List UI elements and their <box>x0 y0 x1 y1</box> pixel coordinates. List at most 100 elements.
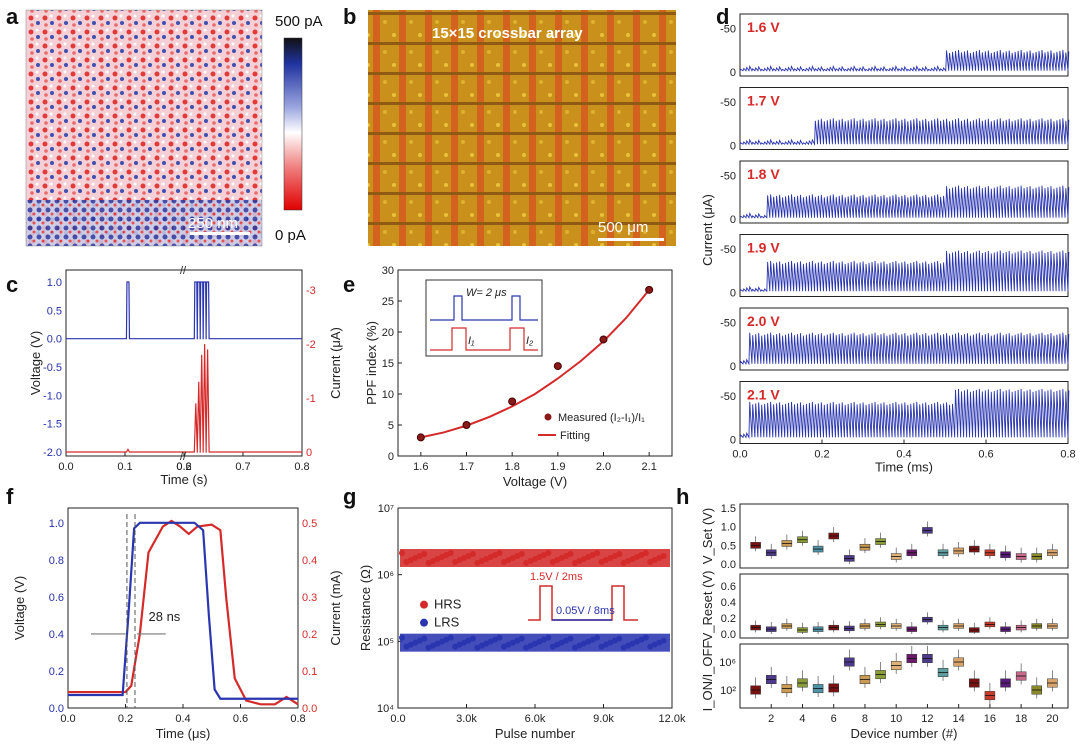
x-tick-label: 0.2 <box>814 449 829 461</box>
y-tick-label: 0.5 <box>721 540 736 552</box>
y-tick-label-left: -0.5 <box>43 362 62 374</box>
plot-frame <box>739 160 1069 224</box>
x-tick-label: 0.4 <box>175 713 190 725</box>
panel-label-b: b <box>343 4 356 29</box>
lrs-point <box>567 635 574 642</box>
ppf-point <box>508 397 517 406</box>
y-tick-label: 10⁵ <box>377 636 394 648</box>
current-spike-trace <box>739 185 1070 219</box>
y-tick-label: 0 <box>730 288 736 300</box>
lrs-point <box>518 635 525 642</box>
x-axis-label: Time (ms) <box>875 460 933 475</box>
y-tick-label: 10⁴ <box>377 703 394 715</box>
lrs-point <box>660 637 667 644</box>
x-tick-label: 0.0 <box>390 713 405 725</box>
ppf-point <box>553 362 562 371</box>
inset-width-label: W= 2 μs <box>466 287 507 299</box>
x-tick-label: 2.0 <box>596 461 611 473</box>
x-tick-label: 20 <box>1046 713 1058 725</box>
lrs-point <box>421 635 428 642</box>
hrs-point <box>421 551 428 557</box>
lrs-point <box>399 634 405 641</box>
y-tick-label: 0.4 <box>721 597 736 609</box>
y-tick-label: 20 <box>382 327 394 339</box>
voltage-label: 2.0 V <box>747 313 780 329</box>
panel-label-d: d <box>716 4 729 29</box>
plot-frame <box>739 573 1069 639</box>
panel-f: f0.0 0.2 0.4 0.6 0.80.00.20.40.60.81.00.00.1… <box>6 484 343 741</box>
x-tick-label: 0.0 <box>58 461 73 473</box>
y-tick-label: 30 <box>382 265 394 277</box>
y-tick-label: 0.2 <box>721 613 736 625</box>
x-tick-label: 0.8 <box>294 461 309 473</box>
plot-frame <box>739 13 1069 77</box>
voltage-label: 1.9 V <box>747 240 780 256</box>
panel-label-a: a <box>6 4 19 29</box>
inset-voltage-pulse <box>430 295 538 321</box>
current-subplot: 0 -50 1.6 V <box>720 13 1070 79</box>
scale-bar-label-b: 500 μm <box>598 219 648 236</box>
y-tick-label: 10 <box>382 389 394 401</box>
x-tick-label: 12 <box>921 713 933 725</box>
current-spike-trace <box>739 118 1070 146</box>
y-tick-label-right: 0.0 <box>302 703 317 715</box>
panel-e: e 1.6 1.7 1.8 1.9 2.0 2.1 0 5 10 15 20 25 30 Voltage (… <box>343 265 673 489</box>
crossbar-micrograph <box>368 10 676 246</box>
current-trace <box>68 519 299 706</box>
y-tick-label-right: 0.3 <box>302 592 317 604</box>
y-tick-label: -50 <box>720 24 736 36</box>
x-axis-label: Voltage (V) <box>503 474 567 489</box>
current-subplot: 0 -50 1.9 V <box>720 234 1070 300</box>
x-tick-label: 0.4 <box>896 449 911 461</box>
hrs-point <box>545 550 552 556</box>
x-tick-label: 3.0k <box>456 713 477 725</box>
hrs-point <box>594 550 601 556</box>
x-tick-label: 18 <box>1015 713 1027 725</box>
current-subplot: 0 -50 1.8 V <box>720 160 1070 226</box>
legend-marker-hrs <box>420 600 428 609</box>
fit-curve <box>420 289 650 439</box>
axis-break-mark: // <box>180 265 187 277</box>
y-tick-label: 25 <box>382 296 394 308</box>
lrs-point <box>594 634 601 641</box>
y-tick-label-right: -2 <box>306 339 316 351</box>
legend-hrs: HRS <box>434 597 462 612</box>
x-tick-label: 12.0k <box>659 713 686 725</box>
x-tick-label: 0.1 <box>117 461 132 473</box>
plot-frame <box>739 307 1069 371</box>
x-axis-label: Time (μs) <box>156 726 211 741</box>
y-tick-label: 10⁶ <box>719 657 736 669</box>
scale-bar-b <box>598 238 664 241</box>
x-tick-label: 0.6 <box>233 713 248 725</box>
x-tick-label: 0.2 <box>118 713 133 725</box>
pulse-inset: W= 2 μs I₁ I₂ <box>425 279 543 357</box>
hrs-point <box>469 551 476 557</box>
hrs-point <box>447 550 454 556</box>
ppf-point <box>645 285 654 294</box>
y-tick-label: 0 <box>730 67 736 79</box>
current-spike-trace <box>739 250 1070 293</box>
y-tick-label: 1.5 <box>721 503 736 515</box>
x-tick-label: 9.0k <box>593 713 614 725</box>
panel-g: g 0.0 3.0k 6.0k 9.0k 12.0k 10⁴ 10⁵ 10⁶ 10⁷ Pulse n… <box>343 484 686 741</box>
y-axis-label: V_Set (V) <box>700 508 715 564</box>
plot-frame <box>739 87 1069 150</box>
y-tick-label-left: 0.0 <box>49 703 64 715</box>
x-tick-label: 16 <box>984 713 996 725</box>
y-tick-label-left: 0.6 <box>49 592 64 604</box>
x-tick-label: 1.8 <box>505 461 520 473</box>
legend-lrs: LRS <box>434 615 460 630</box>
y-tick-label: -50 <box>720 244 736 256</box>
y-tick-label: 0 <box>730 214 736 226</box>
x-tick-label: 0.8 <box>1060 449 1075 461</box>
x-tick-label: 0.6 <box>176 461 191 473</box>
inset-i1-label: I₁ <box>468 335 475 347</box>
x-tick-label: 0.0 <box>60 713 75 725</box>
panel-label-f: f <box>6 484 14 509</box>
voltage-label: 1.8 V <box>747 166 780 182</box>
y-tick-label-left: 0.2 <box>49 666 64 678</box>
lrs-point <box>616 635 623 642</box>
plot-frame <box>67 507 299 709</box>
